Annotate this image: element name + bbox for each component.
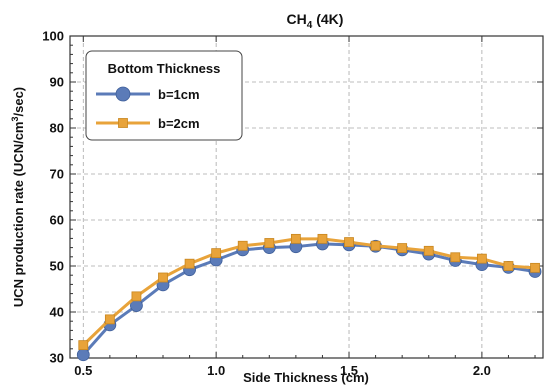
data-point	[184, 258, 195, 269]
plot-frame	[69, 35, 544, 359]
series-line	[82, 242, 536, 356]
x-tick-label: 1.5	[340, 363, 358, 378]
data-point	[131, 291, 142, 302]
y-axis-label-start: UCN production rate (UCN/cm	[11, 122, 26, 308]
legend-title: Bottom Thickness	[108, 61, 221, 76]
data-point	[397, 243, 408, 253]
legend-label: b=1cm	[158, 87, 200, 102]
legend: Bottom Thickness b=1cm b=2cm	[85, 50, 243, 141]
legend-entries: b=1cm b=2cm	[96, 86, 200, 131]
y-tick-label: 80	[50, 121, 64, 136]
data-point	[317, 233, 328, 244]
x-tick-label: 1.0	[207, 363, 225, 378]
data-point	[530, 262, 540, 273]
y-tick-label: 100	[42, 29, 64, 44]
y-axis-label: UCN production rate (UCN/cm3/sec)	[10, 87, 26, 307]
series-b=1cm	[76, 237, 542, 362]
legend-box	[85, 50, 243, 141]
y-axis-label-superscript: 3	[10, 117, 20, 122]
data-point	[104, 314, 115, 325]
chart-title-subscript: 4	[307, 20, 313, 31]
y-tick-label: 40	[50, 305, 64, 320]
data-point	[264, 238, 275, 248]
data-point	[211, 248, 222, 259]
data-point	[476, 253, 487, 264]
data-point	[76, 348, 90, 362]
legend-entry: b=1cm	[96, 86, 200, 102]
data-point	[503, 261, 514, 271]
legend-label: b=2cm	[158, 116, 200, 131]
chart-title: CH4 (4K)	[287, 11, 344, 31]
series-line	[82, 237, 536, 347]
y-tick-label: 90	[50, 75, 64, 90]
data-point	[158, 272, 168, 283]
data-point	[290, 233, 301, 244]
y-tick-label: 70	[50, 167, 64, 182]
data-point	[370, 240, 381, 251]
data-point	[237, 240, 248, 251]
series-layer	[76, 233, 542, 362]
series-b=2cm	[78, 233, 540, 351]
axis-ticks: 0.5 1.0 1.5 2.0 30 40 50 60 70 80 90 100	[42, 29, 543, 378]
legend-marker	[115, 86, 131, 102]
legend-marker	[118, 118, 128, 128]
data-point	[344, 237, 354, 247]
chart-title-rest: (4K)	[312, 11, 343, 27]
x-axis-label: Side Thickness (cm)	[243, 370, 369, 385]
x-tick-label: 0.5	[74, 363, 92, 378]
data-point	[450, 252, 461, 263]
y-tick-label: 60	[50, 213, 64, 228]
data-point	[423, 245, 434, 256]
y-tick-label: 30	[50, 351, 64, 366]
y-tick-label: 50	[50, 259, 64, 274]
chart-title-main: CH	[287, 11, 307, 27]
y-axis-label-end: /sec)	[11, 87, 26, 117]
legend-entry: b=2cm	[96, 116, 200, 131]
x-tick-label: 2.0	[473, 363, 491, 378]
data-point	[78, 340, 89, 351]
